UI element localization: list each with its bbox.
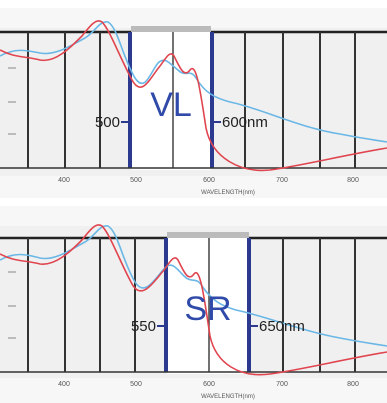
sr-band-right-edge bbox=[247, 238, 251, 372]
sr-band-left-edge bbox=[164, 238, 168, 372]
x-tick-700: 700 bbox=[276, 381, 288, 388]
vl-band-left-edge bbox=[128, 32, 132, 168]
left-marker-label: 550 bbox=[131, 318, 156, 335]
x-tick-500: 500 bbox=[130, 381, 142, 388]
vertical-grid bbox=[27, 32, 356, 168]
vertical-grid bbox=[27, 238, 356, 372]
x-axis-label: WAVELENGTH(nm) bbox=[201, 394, 255, 400]
left-marker-label: 500 bbox=[95, 114, 120, 131]
vl-panel: VL 500 600nm 400 500 600 700 800 WAVELEN… bbox=[0, 8, 387, 198]
x-tick-700: 700 bbox=[276, 177, 288, 184]
band-label: SR bbox=[184, 290, 231, 328]
x-tick-800: 800 bbox=[347, 177, 359, 184]
sr-band-window bbox=[167, 236, 249, 374]
x-tick-400: 400 bbox=[58, 381, 70, 388]
x-tick-500: 500 bbox=[130, 177, 142, 184]
vl-spectrum-figure: VL 500 600nm 400 500 600 700 800 WAVELEN… bbox=[0, 8, 387, 198]
x-tick-600: 600 bbox=[203, 381, 215, 388]
x-tick-800: 800 bbox=[347, 381, 359, 388]
band-top-shade bbox=[167, 232, 249, 238]
band-top-shade bbox=[131, 26, 211, 32]
right-marker-label: 600nm bbox=[222, 114, 268, 131]
right-marker-label: 650nm bbox=[259, 318, 305, 335]
x-tick-400: 400 bbox=[58, 177, 70, 184]
y-ticks bbox=[8, 67, 16, 135]
y-ticks bbox=[8, 271, 16, 339]
vl-band-right-edge bbox=[210, 32, 214, 168]
band-label: VL bbox=[150, 86, 192, 124]
x-axis-label: WAVELENGTH(nm) bbox=[201, 190, 255, 196]
x-tick-600: 600 bbox=[203, 177, 215, 184]
sr-panel: SR 550 650nm 400 500 600 700 800 WAVELEN… bbox=[0, 206, 387, 403]
sr-spectrum-figure: SR 550 650nm 400 500 600 700 800 WAVELEN… bbox=[0, 206, 387, 403]
red-spectrum-curve bbox=[0, 224, 387, 376]
red-spectrum-curve bbox=[0, 20, 387, 172]
